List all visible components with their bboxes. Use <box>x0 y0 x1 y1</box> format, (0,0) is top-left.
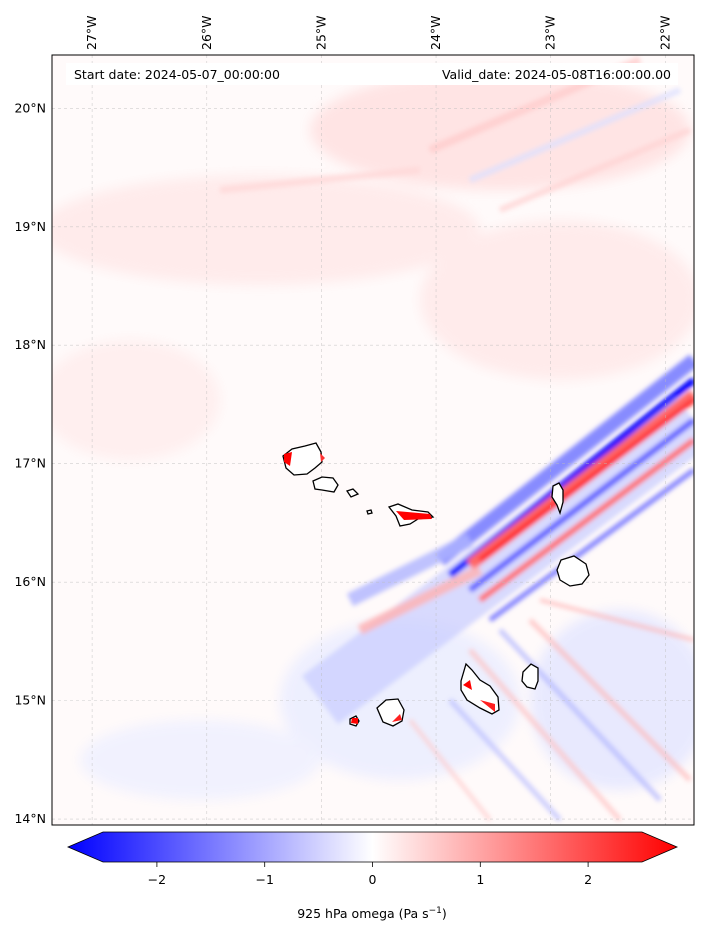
lat-tick-label: 20°N <box>14 100 46 115</box>
lat-tick-label: 15°N <box>14 693 46 708</box>
lat-tick-label: 14°N <box>14 811 46 826</box>
colorbar-tick-label: 1 <box>476 872 484 887</box>
lon-tick-label: 26°W <box>199 15 214 50</box>
lat-tick-label: 18°N <box>14 337 46 352</box>
map-frame <box>51 54 695 826</box>
island-boa-vista <box>556 555 590 587</box>
island-santo-antao <box>282 442 323 476</box>
colorbar-body <box>66 831 679 863</box>
colorbar-ticks: −2 −1 0 1 2 <box>148 862 592 887</box>
info-bar: Start date: 2024-05-07_00:00:00 Valid_da… <box>66 63 678 85</box>
colorbar-label-close: ) <box>442 906 447 921</box>
island-santiago <box>460 662 500 715</box>
colorbar-tick-label: 0 <box>369 872 377 887</box>
colorbar-tick-label: 2 <box>584 872 592 887</box>
valid-date-label: Valid_date: 2024-05-08T16:00:00.00 <box>442 67 671 82</box>
gridlines <box>52 55 694 825</box>
lat-tick-label: 17°N <box>14 456 46 471</box>
lon-tick-label: 27°W <box>84 15 99 50</box>
island-sao-vicente <box>312 476 339 493</box>
colorbar: −2 −1 0 1 2 925 hPa omega (Pa s−1) <box>66 831 679 921</box>
info-bar-background <box>66 63 678 85</box>
start-date-label: Start date: 2024-05-07_00:00:00 <box>74 67 280 82</box>
island-maio <box>521 663 539 690</box>
lon-tick-label: 25°W <box>313 15 328 50</box>
island-sal <box>551 482 564 516</box>
lat-tick-label: 19°N <box>14 219 46 234</box>
omega-field <box>52 55 694 825</box>
lon-tick-label: 22°W <box>657 15 672 50</box>
colorbar-label: 925 hPa omega (Pa s−1) <box>297 906 447 921</box>
lat-tick-label: 16°N <box>14 574 46 589</box>
colorbar-tick-label: −1 <box>255 872 273 887</box>
lon-tick-labels: 27°W 26°W 25°W 24°W 23°W 22°W <box>84 15 672 50</box>
lat-tick-labels: 20°N 19°N 18°N 17°N 16°N 15°N 14°N <box>14 100 46 826</box>
colorbar-label-exponent: −1 <box>429 906 442 916</box>
colorbar-tick-label: −2 <box>148 872 166 887</box>
island-signals <box>284 452 495 724</box>
island-santa-luzia <box>345 488 360 498</box>
lon-tick-label: 24°W <box>428 15 443 50</box>
island-raso <box>366 509 373 515</box>
lon-tick-label: 23°W <box>543 15 558 50</box>
